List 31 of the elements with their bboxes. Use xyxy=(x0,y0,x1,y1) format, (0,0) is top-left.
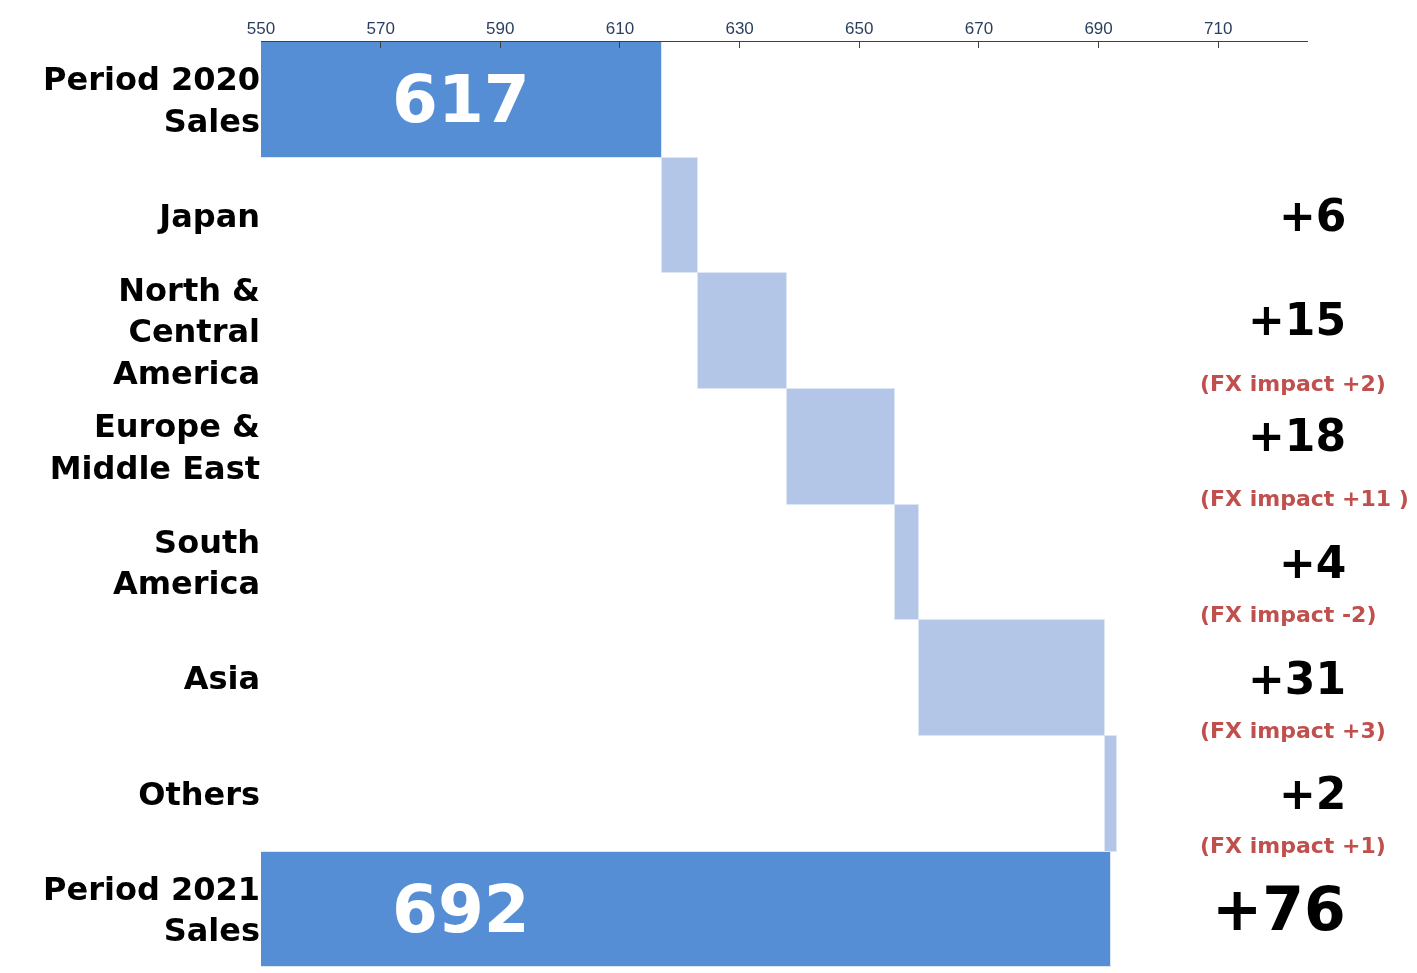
x-tick-label: 630 xyxy=(725,19,754,39)
y-tick-label: Asia xyxy=(183,659,260,698)
annotation: (FX impact -2) xyxy=(1200,602,1377,627)
data-label: 692 xyxy=(392,871,530,948)
x-tick-label: 570 xyxy=(366,19,395,39)
y-tick-label: Others xyxy=(138,774,260,813)
annotation: +76 xyxy=(1212,874,1346,944)
x-tick-label: 610 xyxy=(605,19,635,39)
x-tick-label: 650 xyxy=(845,19,874,39)
x-tick-label: 590 xyxy=(486,19,515,39)
annotation: (FX impact +2) xyxy=(1200,371,1386,396)
x-tick-label: 550 xyxy=(246,19,276,39)
y-tick-label: Period 2020 Sales xyxy=(43,60,260,140)
annotation: (FX impact +1) xyxy=(1200,833,1386,858)
y-tick-label: Period 2021 Sales xyxy=(43,869,260,950)
annotation: +15 xyxy=(1248,294,1347,345)
y-tick-label: South America xyxy=(112,522,260,603)
annotation: +2 xyxy=(1279,768,1347,819)
annotation: +6 xyxy=(1279,190,1347,241)
x-tick-label: 710 xyxy=(1204,19,1233,39)
y-tick-label: North & Central America xyxy=(112,270,260,392)
annotation: +31 xyxy=(1248,653,1347,704)
annotation: +18 xyxy=(1248,410,1347,461)
x-tick-label: 690 xyxy=(1084,19,1113,39)
y-tick-label: Europe & Middle East xyxy=(49,407,260,487)
y-tick-label: Japan xyxy=(157,196,260,235)
annotation: (FX impact +3) xyxy=(1200,718,1386,743)
x-tick-label: 670 xyxy=(964,19,994,39)
annotation: +4 xyxy=(1279,537,1347,588)
annotation: (FX impact +11 ) xyxy=(1200,486,1409,511)
data-label: 617 xyxy=(392,61,530,138)
